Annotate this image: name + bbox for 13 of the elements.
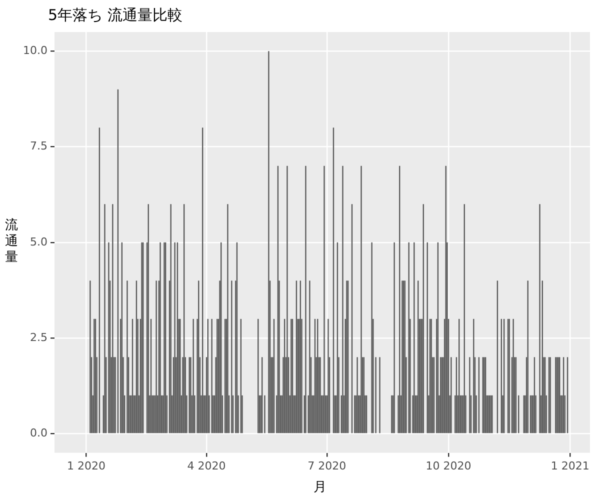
y-axis-title: 流通量 [4, 218, 19, 266]
y-tick-label: 0.0 [30, 426, 48, 440]
x-tick-label: 7 2020 [308, 459, 346, 472]
chart-title: 5年落ち 流通量比較 [48, 6, 182, 25]
y-tick-label: 7.5 [30, 140, 48, 153]
y-tick-label: 5.0 [30, 235, 48, 248]
x-tick-label: 10 2020 [426, 459, 472, 472]
x-tick-label: 1 2021 [550, 459, 590, 472]
y-tick-label: 2.5 [30, 330, 48, 344]
y-tick-label: 10.0 [22, 44, 48, 57]
x-tick-label: 1 2020 [66, 459, 106, 472]
x-axis-title: 月 [312, 479, 328, 496]
x-tick-label: 4 2020 [187, 459, 226, 472]
